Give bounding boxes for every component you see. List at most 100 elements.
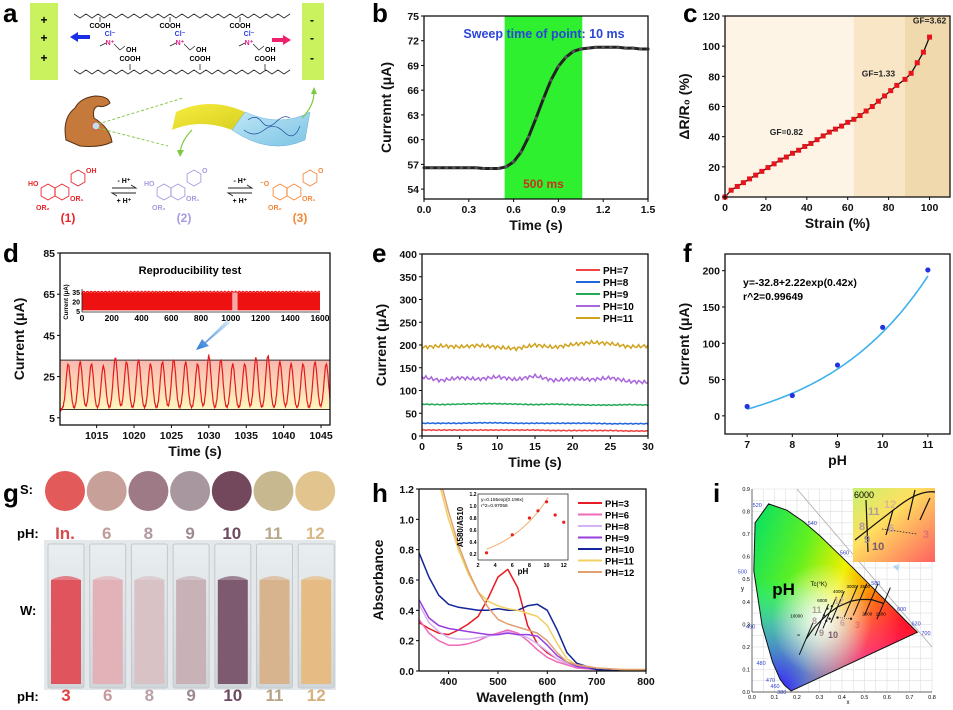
- hydroxyl-group: OH: [196, 47, 207, 54]
- y-tick-label: 100: [702, 338, 720, 350]
- plot-frame: [418, 488, 647, 672]
- data-point: [832, 126, 838, 132]
- ring: [70, 169, 86, 187]
- top-substituent-label: OH: [86, 168, 97, 175]
- wavelength-label: 470: [766, 678, 775, 684]
- panel-g-photos: S: pH: W: pH: In. 6 8 9 10 11 12 3 6 8 9 10 11 12: [17, 471, 336, 705]
- plot-frame: [421, 253, 649, 437]
- inset-zoom-window: [232, 292, 238, 311]
- data-point: [783, 154, 789, 160]
- data-point: [845, 119, 851, 125]
- carboxyl-group: COOH: [230, 23, 251, 30]
- solution-ph-label: 3: [61, 686, 70, 705]
- polymer-chain-bottom: [73, 69, 291, 75]
- inset-x-tick-label: 800: [194, 313, 208, 323]
- flavylium-species-1: HO OH OR₁ OR₂ (1): [28, 168, 97, 225]
- inset-y-tick-label: 1.0: [470, 504, 477, 510]
- film-sample-swatch: [295, 471, 336, 511]
- minus-sign: -: [310, 31, 314, 45]
- wavelength-label: 560: [840, 550, 849, 556]
- inset-x-tick-label: 2: [476, 563, 479, 569]
- panel-label-e: e: [372, 238, 386, 268]
- series-line-ph10: [422, 372, 648, 386]
- species-number: (3): [293, 211, 308, 225]
- y-tick-label: 0.9: [742, 487, 750, 493]
- fit-equation: y=-32.8+2.22exp(0.42x): [743, 277, 857, 289]
- data-point: [747, 176, 753, 182]
- x-tick-label: 0.5: [861, 695, 869, 701]
- ph-point: [828, 617, 831, 620]
- y-tick-label: 250: [399, 317, 417, 329]
- gauge-factor-label: GF=1.33: [862, 68, 896, 78]
- hydroxyl-group: OH: [265, 47, 276, 54]
- y-tick-label: 45: [43, 330, 55, 342]
- solution-meniscus: [51, 576, 81, 580]
- y-tick-label: 80: [708, 71, 720, 83]
- data-point: [504, 165, 508, 169]
- chloride-ion: Cl⁻: [244, 31, 255, 38]
- inset-data-point: [544, 500, 549, 504]
- flow-arrow-up-icon: [301, 91, 315, 119]
- data-point: [857, 113, 863, 119]
- legend-label: PH=8: [605, 522, 629, 533]
- legend-label: PH=9: [605, 534, 629, 545]
- data-point: [894, 82, 900, 88]
- carboxyl-group: COOH: [160, 23, 181, 30]
- data-point: [908, 70, 914, 76]
- panel-label-i: i: [713, 478, 720, 508]
- carboxyl-group: COOH: [190, 56, 211, 63]
- data-point: [541, 96, 546, 101]
- inset-ph-label: 6: [888, 523, 894, 535]
- inset-fit-equation: y=0.155exp(0.196x): [481, 497, 524, 503]
- x-tick-label: 0.3: [461, 204, 476, 216]
- inset-data-point: [553, 513, 557, 517]
- legend-label: PH=10: [603, 302, 634, 313]
- data-point: [820, 133, 826, 139]
- data-point: [869, 104, 875, 109]
- x-tick-label: 700: [588, 676, 606, 688]
- film-coated-surface: [172, 104, 245, 130]
- data-point: [511, 160, 516, 164]
- inset-x-tick-label: 1000: [221, 313, 240, 323]
- y-tick-label: 72: [407, 36, 419, 48]
- x-tick-label: 400: [440, 676, 458, 688]
- isotherm-line: [843, 585, 859, 618]
- solution-meniscus: [217, 576, 248, 580]
- chloride-ion: Cl⁻: [105, 31, 116, 38]
- y-tick-label: 54: [407, 184, 419, 196]
- data-point: [802, 143, 808, 149]
- y-tick-label: 300: [399, 295, 417, 307]
- wavelength-label: 500: [738, 570, 747, 576]
- x-tick-label: 1015: [85, 430, 109, 442]
- y-tick-label: 85: [43, 248, 55, 260]
- x-tick-label: 10: [491, 441, 503, 453]
- inset-x-tick-label: 400: [134, 313, 148, 323]
- panel-label-c: c: [683, 0, 697, 28]
- film-ph-label: 6: [102, 524, 111, 543]
- species-number: (1): [61, 211, 76, 225]
- panel-label-b: b: [372, 0, 388, 28]
- protonation-label: + H⁺: [233, 198, 248, 205]
- data-point: [579, 47, 583, 51]
- film-ph-label: 10: [222, 524, 241, 543]
- ring: [302, 169, 318, 187]
- isotherm-line: [822, 596, 837, 629]
- data-point: [616, 45, 620, 49]
- cuvette-solution: [301, 580, 332, 684]
- y-tick-label: 0.2: [399, 636, 414, 648]
- minus-sign: -: [310, 13, 314, 27]
- data-point: [452, 166, 456, 170]
- x-tick-label: 500: [489, 676, 507, 688]
- inset-x-tick-label: 0: [80, 313, 85, 323]
- legend-label: PH=11: [605, 557, 635, 568]
- data-point: [526, 135, 531, 139]
- data-point: [744, 403, 750, 410]
- inset-x-tick-label: 200: [105, 313, 119, 323]
- migration-arrow-left-icon: [70, 32, 90, 42]
- ring: [40, 183, 56, 201]
- choline-bonds: [99, 42, 126, 51]
- flavylium-species-3: ⁻O O OR₁ OR₂ (3): [260, 168, 324, 225]
- legend-label: PH=11: [603, 314, 634, 325]
- polymer-mesh-lines: [243, 116, 301, 137]
